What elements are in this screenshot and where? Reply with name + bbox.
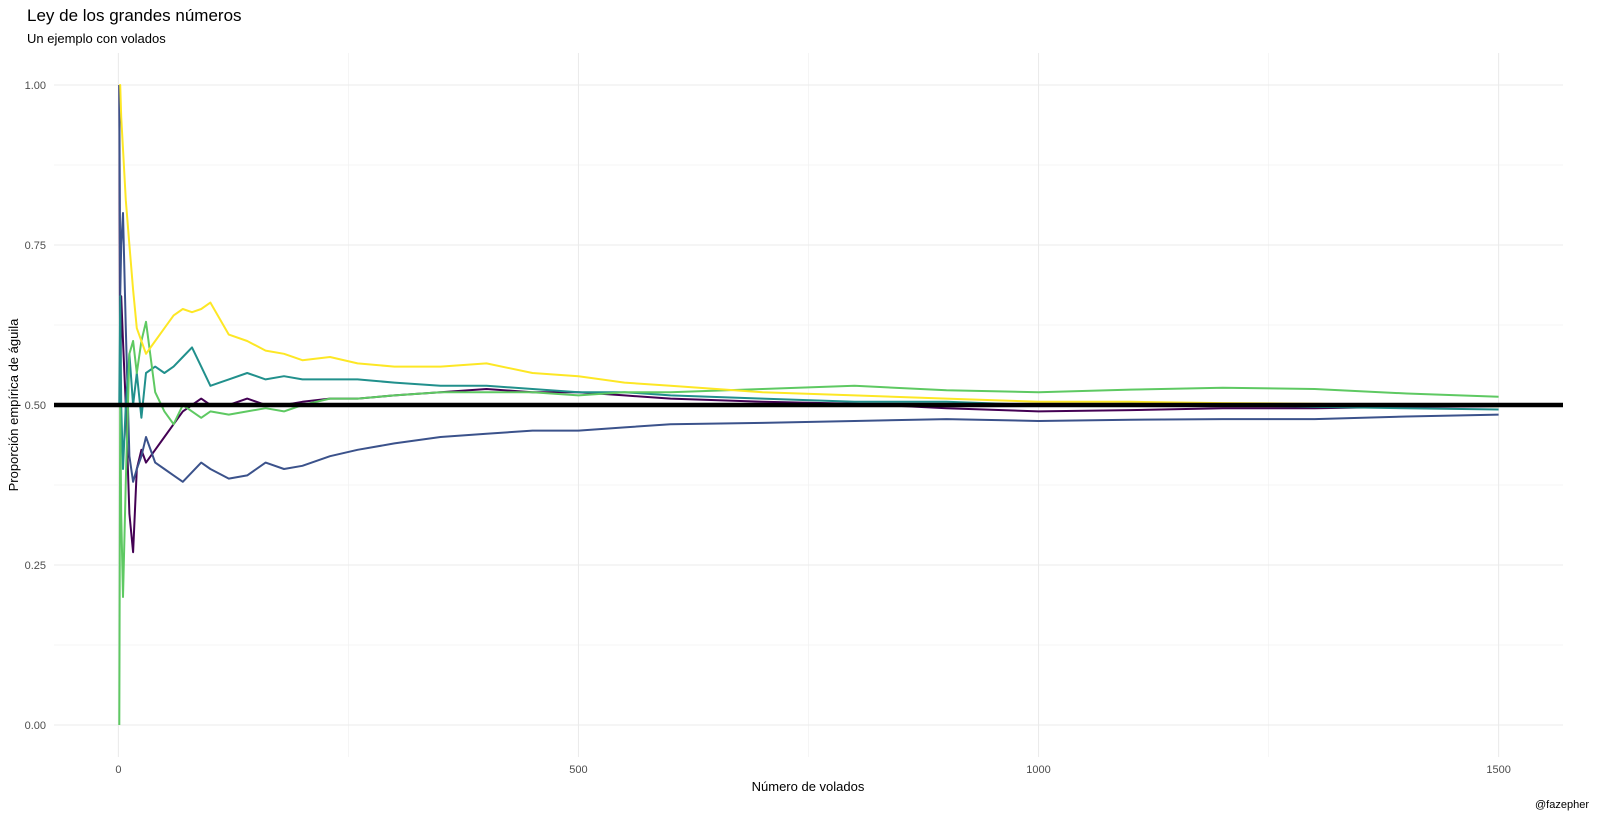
y-tick-label: 0.25 (25, 560, 46, 572)
x-tick-label: 1000 (1026, 764, 1050, 776)
series-line-2 (118, 84, 1499, 483)
y-tick-label: 0.75 (25, 240, 46, 252)
x-tick-label: 500 (569, 764, 587, 776)
series-line-3 (118, 295, 1499, 470)
y-tick-label: 0.00 (25, 720, 46, 732)
x-axis-ticks: 0 500 1000 1500 (115, 764, 1510, 776)
chart-caption: @fazepher (1535, 799, 1589, 811)
chart-subtitle: Un ejemplo con volados (27, 31, 166, 46)
series-line-4 (118, 320, 1499, 726)
series-line-1 (118, 84, 1499, 554)
y-tick-label: 0.50 (25, 400, 46, 412)
x-tick-label: 1500 (1486, 764, 1510, 776)
y-axis-ticks: 0.00 0.25 0.50 0.75 1.00 (25, 80, 46, 732)
series-line-5 (119, 84, 1499, 408)
x-tick-label: 0 (115, 764, 121, 776)
x-axis-title: Número de volados (752, 779, 865, 794)
chart-title: Ley de los grandes números (27, 6, 242, 25)
y-axis-title: Proporción empírica de águila (6, 318, 21, 491)
y-tick-label: 1.00 (25, 80, 46, 92)
